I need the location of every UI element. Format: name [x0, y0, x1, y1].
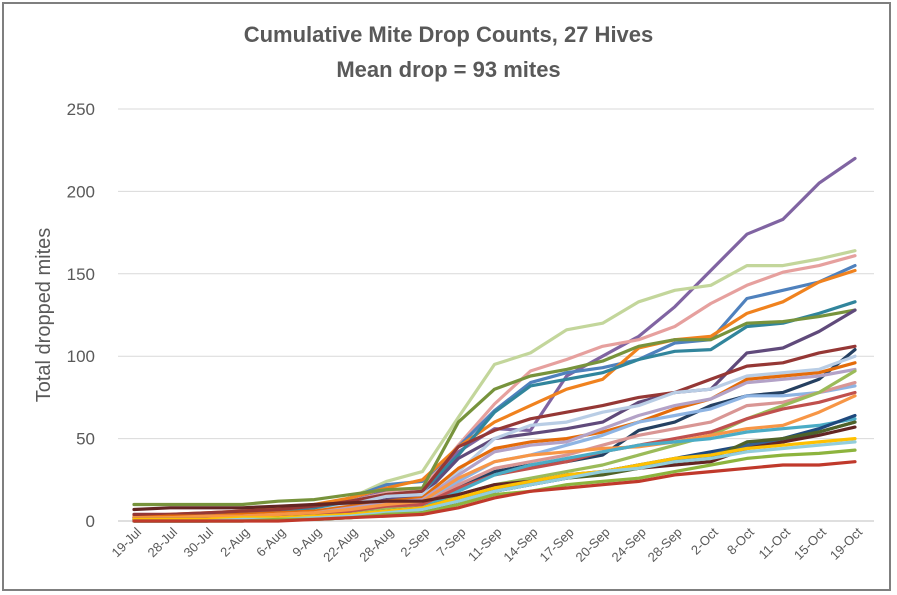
- x-tick-label: 22-Aug: [320, 525, 360, 565]
- series-line-2: [132, 249, 857, 522]
- y-tick-label: 250: [67, 100, 95, 119]
- series-line-7: [132, 308, 857, 507]
- x-tick-label: 17-Sep: [536, 525, 576, 565]
- x-tick-label: 20-Sep: [573, 525, 613, 565]
- x-tick-label: 11-Sep: [465, 525, 505, 565]
- x-tick-label: 28-Jul: [145, 524, 181, 560]
- x-tick-label: 2-Aug: [217, 525, 252, 560]
- series-line-4: [132, 264, 857, 520]
- x-tick-label: 11-Oct: [756, 524, 794, 562]
- x-tick-label: 15-Oct: [791, 524, 829, 562]
- x-tick-label: 7-Sep: [433, 525, 468, 560]
- series-line-12: [132, 361, 857, 520]
- y-tick-label: 200: [67, 182, 95, 201]
- series-line-24: [132, 437, 857, 522]
- x-tick-label: 6-Aug: [253, 525, 288, 560]
- x-axis-ticks: 19-Jul 28-Jul 30-Jul 2-Aug 6-Aug 9-Aug22-Aug2…: [108, 524, 865, 565]
- y-tick-label: 50: [76, 430, 95, 449]
- gridlines: [118, 108, 874, 522]
- x-tick-label: 28-Sep: [645, 525, 685, 565]
- x-tick-label: 30-Jul: [181, 524, 217, 560]
- x-tick-label: 28-Aug: [356, 525, 396, 565]
- x-tick-label: 8-Oct: [724, 524, 757, 557]
- x-tick-label: 2-Sep: [397, 525, 432, 560]
- y-tick-label: 0: [86, 512, 95, 531]
- series-line-9: [132, 344, 857, 517]
- series-line-27: [132, 460, 857, 523]
- series-line-3: [132, 254, 857, 520]
- series-line-1: [132, 156, 857, 520]
- series-line-5: [132, 268, 857, 518]
- series-line-18: [132, 394, 857, 520]
- chart-title: Cumulative Mite Drop Counts, 27 Hives: [243, 22, 654, 47]
- y-axis-ticks: 0 50 100 150 200 250: [67, 100, 95, 531]
- y-tick-label: 100: [67, 347, 95, 366]
- x-tick-label: 24-Sep: [609, 525, 649, 565]
- x-tick-label: 19-Jul: [108, 524, 144, 560]
- chart-subtitle: Mean drop = 93 mites: [336, 57, 561, 82]
- x-tick-label: 14-Sep: [500, 525, 540, 565]
- y-tick-label: 150: [67, 265, 95, 284]
- y-axis-label: Total dropped mites: [33, 228, 55, 403]
- x-tick-label: 2-Oct: [688, 524, 721, 557]
- x-tick-label: 19-Oct: [827, 524, 865, 562]
- series-lines: [132, 156, 857, 523]
